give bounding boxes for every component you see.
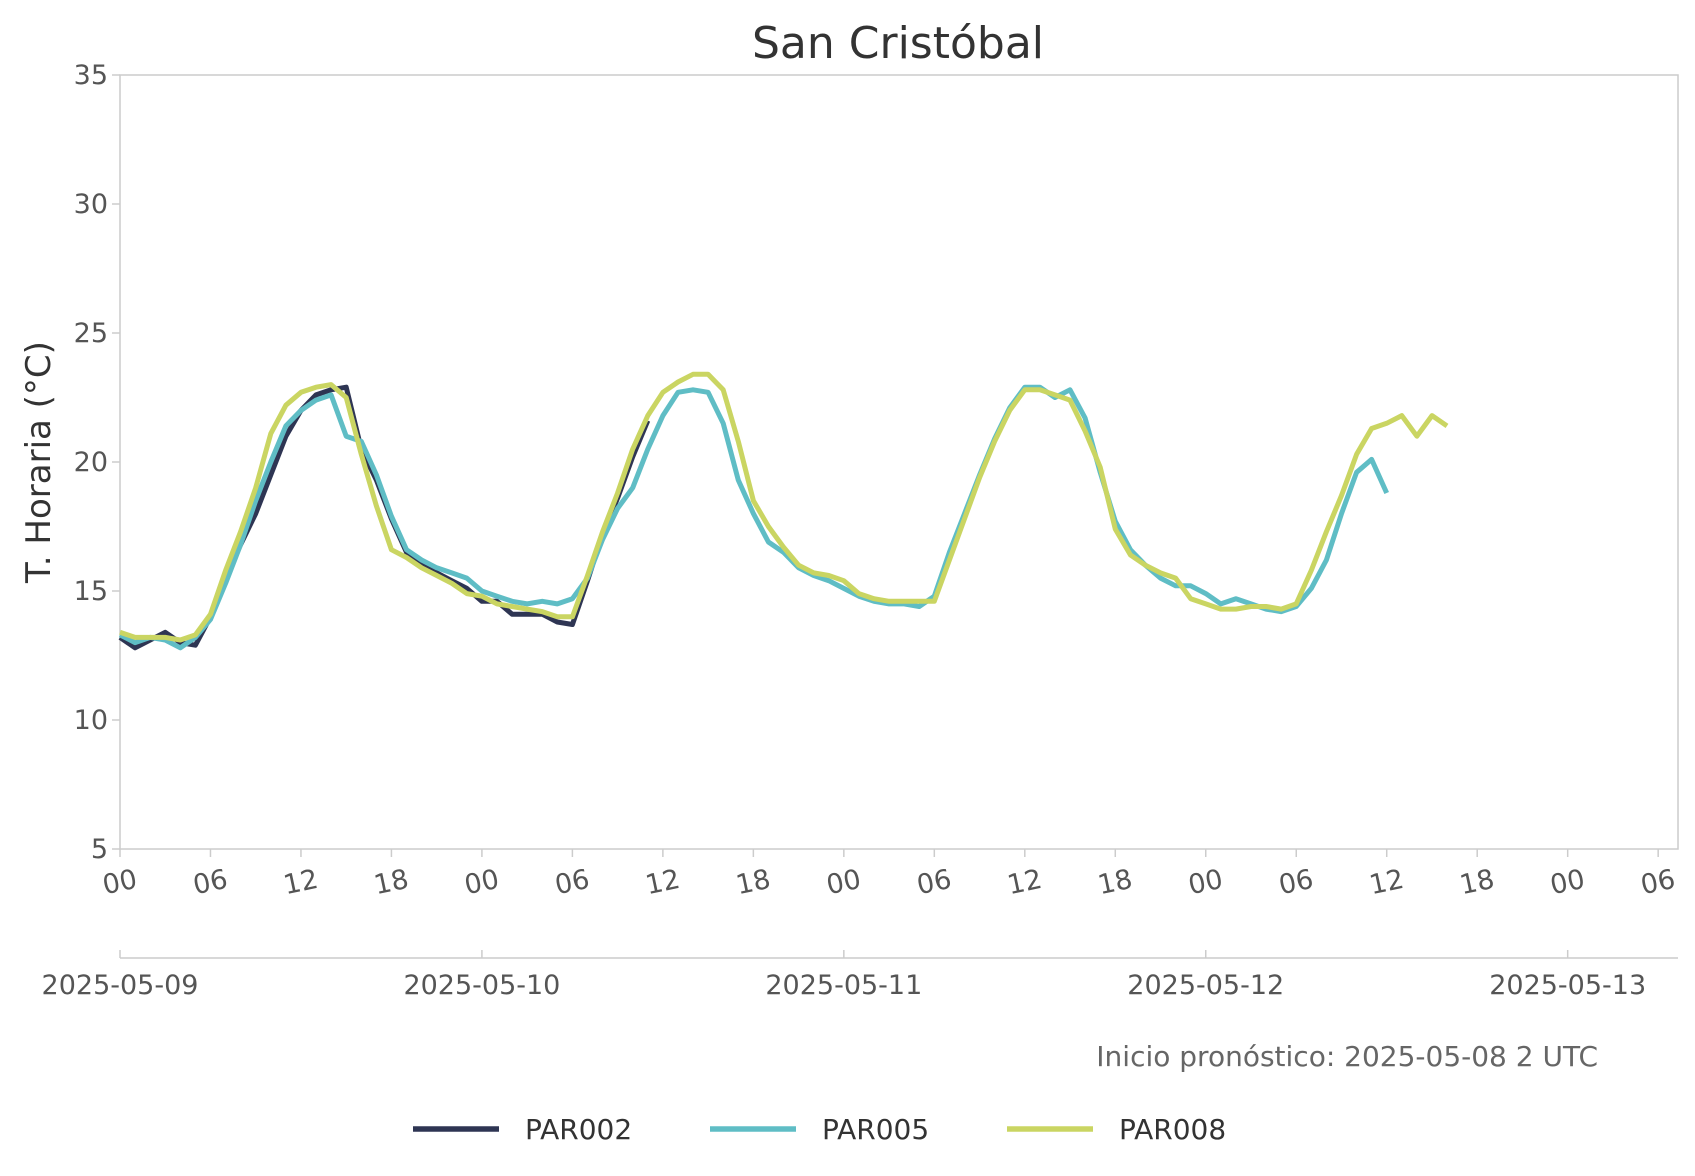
chart-title: San Cristóbal xyxy=(752,18,1044,69)
x-tick-label: 12 xyxy=(643,864,683,901)
legend: PAR002 PAR005 PAR008 xyxy=(413,1113,1226,1146)
x-tick-label: 06 xyxy=(190,864,230,901)
x-tick-label: 00 xyxy=(100,864,140,901)
x-tick-label: 18 xyxy=(371,864,411,901)
x-tick-label: 12 xyxy=(281,864,321,901)
x-tick-label: 00 xyxy=(1548,864,1588,901)
series-line-par008 xyxy=(119,371,1449,643)
legend-label: PAR008 xyxy=(1119,1113,1226,1146)
y-tick-label: 35 xyxy=(74,60,108,91)
x-tick-label: 06 xyxy=(552,864,592,901)
x-tick-label: 12 xyxy=(1367,864,1407,901)
date-tick-label: 2025-05-10 xyxy=(403,970,560,1001)
x-axis-dates: 2025-05-09 2025-05-10 2025-05-11 2025-05-12… xyxy=(42,950,1646,1001)
series-line-par005 xyxy=(118,384,1389,651)
date-tick-label: 2025-05-12 xyxy=(1127,970,1284,1001)
x-tick-label: 18 xyxy=(1457,864,1497,901)
x-tick-label: 06 xyxy=(1276,864,1316,901)
x-tick-label: 06 xyxy=(1638,864,1678,901)
y-tick-label: 10 xyxy=(74,705,108,736)
y-axis-label: T. Horaria (°C) xyxy=(19,341,59,584)
x-tick-label: 00 xyxy=(824,864,864,901)
y-axis: 5 10 15 20 25 30 35 xyxy=(74,60,120,865)
x-tick-label: 00 xyxy=(462,864,502,901)
x-axis-hours: 00 06 12 18 00 06 12 18 00 06 12 18 00 06 12 18 00 06 xyxy=(100,849,1678,901)
y-tick-label: 30 xyxy=(74,189,108,220)
series-lines xyxy=(118,371,1449,651)
forecast-start-note: Inicio pronóstico: 2025-05-08 2 UTC xyxy=(1096,1040,1598,1073)
date-tick-label: 2025-05-13 xyxy=(1489,970,1646,1001)
legend-label: PAR005 xyxy=(822,1113,929,1146)
legend-label: PAR002 xyxy=(525,1113,632,1146)
x-tick-label: 00 xyxy=(1186,864,1226,901)
y-tick-label: 25 xyxy=(74,318,108,349)
date-tick-label: 2025-05-09 xyxy=(42,970,199,1001)
x-tick-label: 18 xyxy=(733,864,773,901)
x-tick-label: 12 xyxy=(1005,864,1045,901)
date-tick-label: 2025-05-11 xyxy=(765,970,922,1001)
y-tick-label: 5 xyxy=(91,834,108,865)
y-tick-label: 15 xyxy=(74,576,108,607)
x-tick-label: 18 xyxy=(1095,864,1135,901)
x-tick-label: 06 xyxy=(914,864,954,901)
y-tick-label: 20 xyxy=(74,447,108,478)
